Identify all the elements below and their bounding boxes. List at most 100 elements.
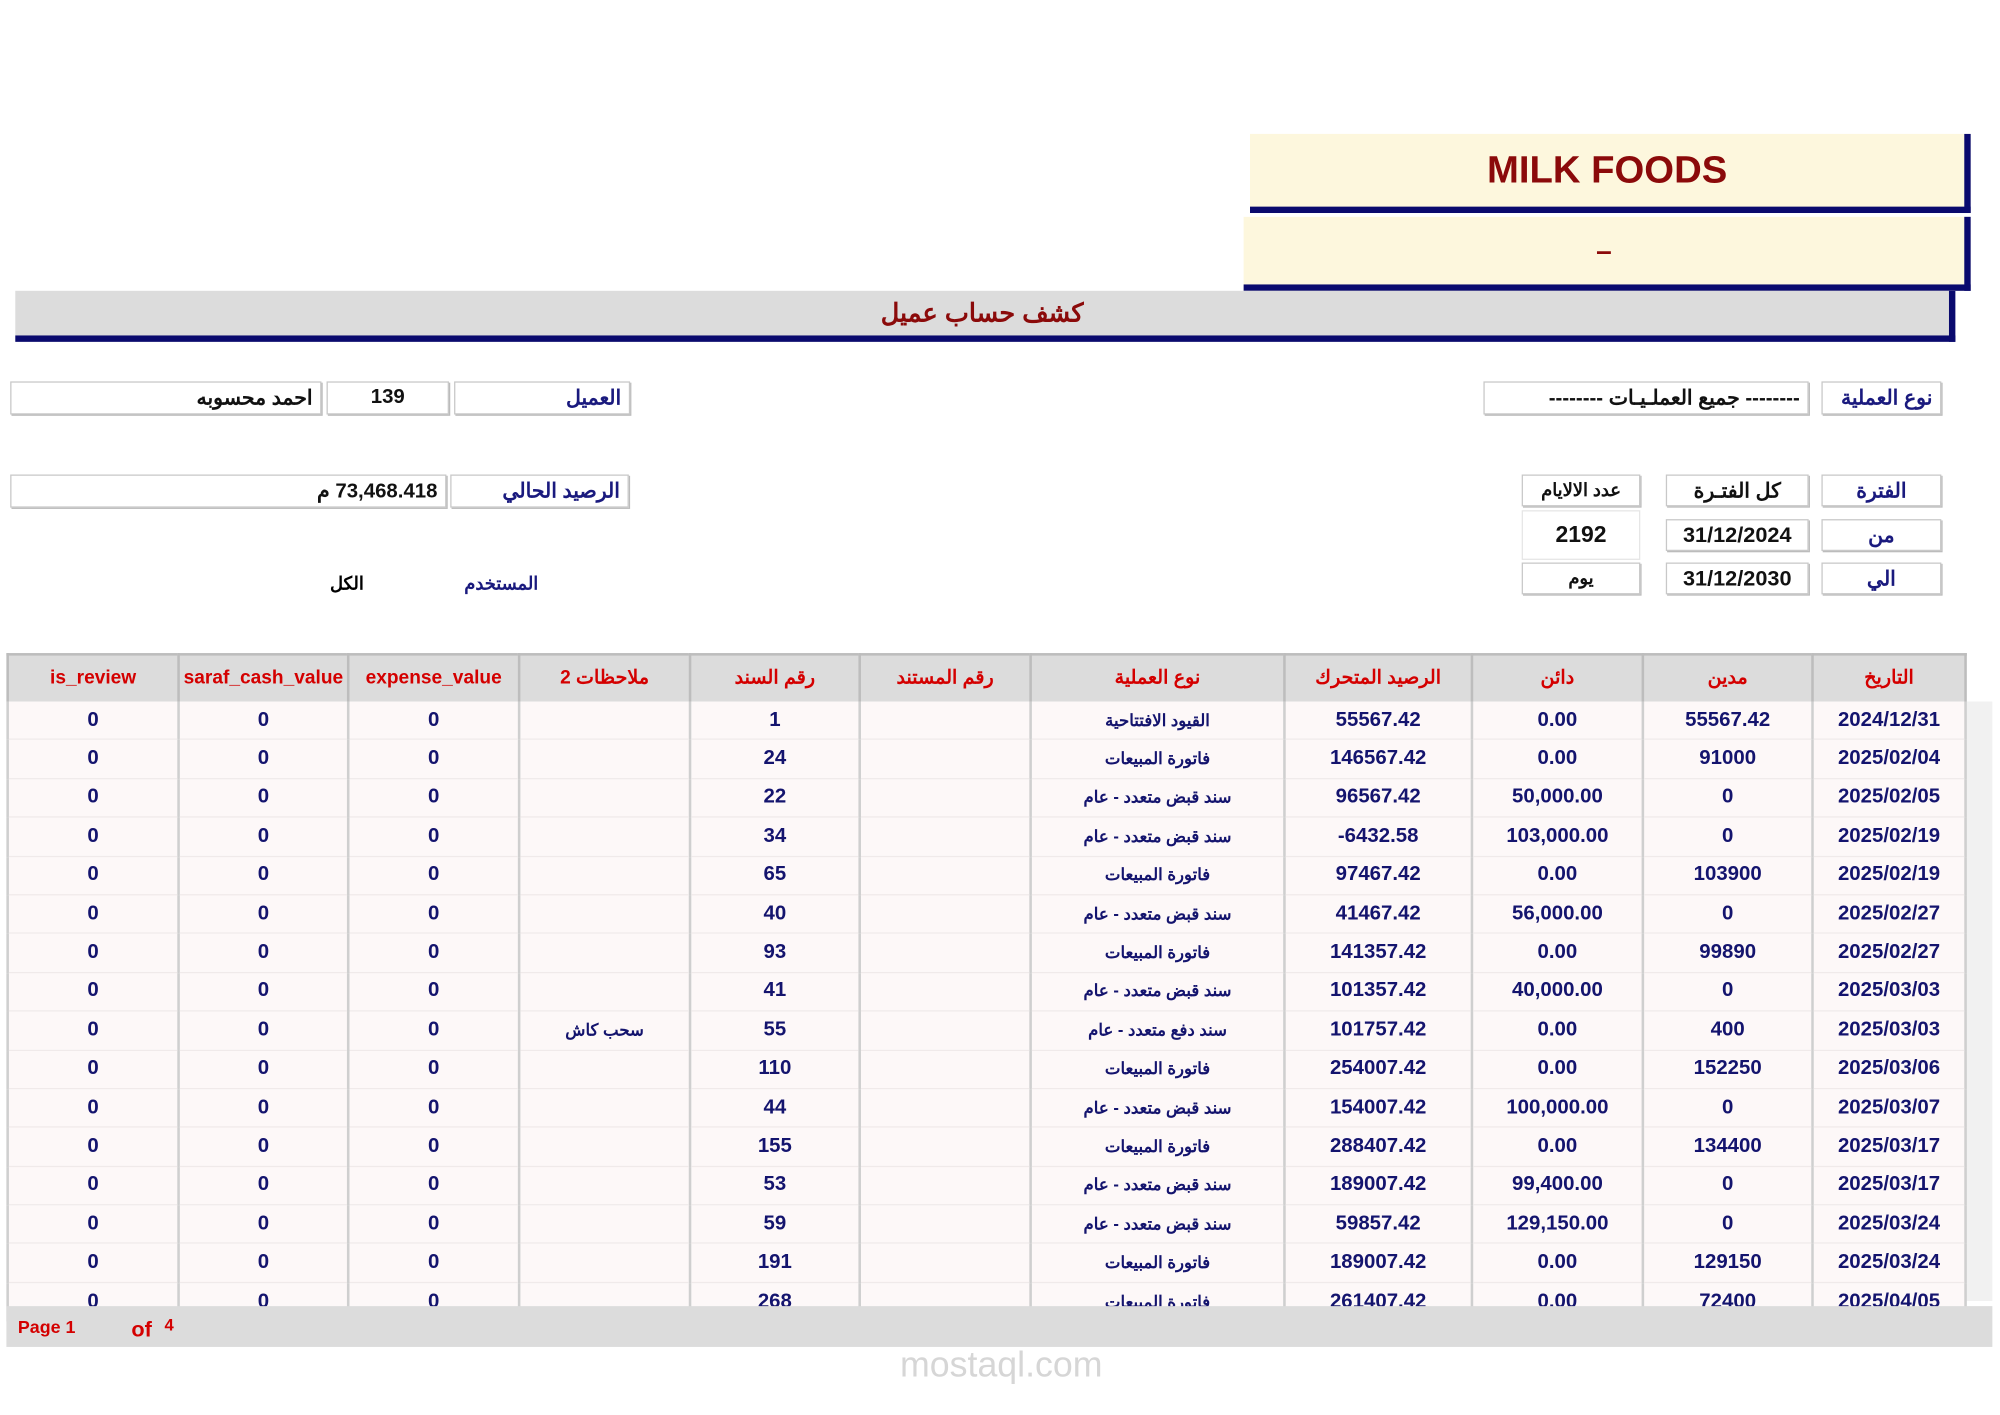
operation-type-label: نوع العملية bbox=[1821, 381, 1942, 415]
cell-running-balance: 97467.42 bbox=[1283, 855, 1474, 896]
report-title: كشف حساب عميل bbox=[15, 290, 1956, 342]
cell-date: 2025/02/27 bbox=[1811, 933, 1967, 973]
customer-name-field[interactable]: احمد محسوبه bbox=[10, 381, 322, 415]
from-date-field[interactable]: 31/12/2024 bbox=[1665, 519, 1809, 552]
table-row[interactable]: 2025/02/27 0 56,000.00 41467.42 سند قبض متعد… bbox=[6, 894, 1967, 935]
cell-credit: 40,000.00 bbox=[1470, 972, 1645, 1012]
customer-id-field[interactable]: 139 bbox=[326, 381, 449, 415]
days-count-value: 2192 bbox=[1521, 510, 1641, 560]
cell-is-review: 0 bbox=[6, 1049, 180, 1090]
table-row[interactable]: 2025/02/27 99890 0.00 141357.42 فاتورة المبي… bbox=[6, 933, 1967, 973]
cell-notes-2 bbox=[517, 1127, 692, 1167]
cell-credit: 0.00 bbox=[1470, 1011, 1645, 1051]
cell-expense-value: 0 bbox=[346, 894, 521, 935]
cell-debit: 134400 bbox=[1641, 1127, 1814, 1167]
cell-credit: 56,000.00 bbox=[1470, 894, 1645, 935]
cell-operation-type: سند قبض متعدد - عام bbox=[1029, 972, 1286, 1012]
cell-running-balance: 101757.42 bbox=[1283, 1011, 1474, 1051]
column-header-saraf-cash-value: saraf_cash_value bbox=[177, 653, 350, 702]
cell-running-balance: 189007.42 bbox=[1283, 1243, 1474, 1283]
cell-document-no bbox=[858, 778, 1032, 818]
cell-saraf-cash-value: 0 bbox=[177, 972, 350, 1012]
table-row[interactable]: 2025/03/24 129150 0.00 189007.42 فاتورة المب… bbox=[6, 1243, 1967, 1283]
cell-date: 2025/02/19 bbox=[1811, 817, 1967, 857]
cell-credit: 0.00 bbox=[1470, 1127, 1645, 1167]
period-label: الفترة bbox=[1821, 474, 1942, 507]
cell-running-balance: 59857.42 bbox=[1283, 1204, 1474, 1245]
operation-type-select[interactable]: -------- جميع العملـيـات -------- bbox=[1483, 381, 1809, 415]
table-row[interactable]: 2025/03/17 0 99,400.00 189007.42 سند قبض متع… bbox=[6, 1166, 1967, 1206]
table-row[interactable]: 2025/03/17 134400 0.00 288407.42 فاتورة المب… bbox=[6, 1127, 1967, 1167]
cell-operation-type: فاتورة المبيعات bbox=[1029, 1243, 1286, 1283]
cell-saraf-cash-value: 0 bbox=[177, 1049, 350, 1090]
cell-saraf-cash-value: 0 bbox=[177, 1127, 350, 1167]
cell-operation-type: سند قبض متعدد - عام bbox=[1029, 1204, 1286, 1245]
user-label: المستخدم bbox=[464, 572, 539, 594]
cell-notes-2: سحب كاش bbox=[517, 1011, 692, 1051]
cell-debit: 0 bbox=[1641, 817, 1814, 857]
cell-expense-value: 0 bbox=[346, 739, 521, 780]
cell-is-review: 0 bbox=[6, 701, 180, 741]
cell-credit: 0.00 bbox=[1470, 933, 1645, 973]
cell-is-review: 0 bbox=[6, 1243, 180, 1283]
cell-document-no bbox=[858, 933, 1032, 973]
days-unit: يوم bbox=[1521, 562, 1641, 595]
table-row[interactable]: 2024/12/31 55567.42 0.00 55567.42 القيود الا… bbox=[6, 701, 1967, 741]
column-header-notes-2: ملاحظات 2 bbox=[517, 653, 692, 702]
cell-expense-value: 0 bbox=[346, 933, 521, 973]
table-row[interactable]: 2025/03/24 0 129,150.00 59857.42 سند قبض متع… bbox=[6, 1204, 1967, 1245]
cell-notes-2 bbox=[517, 778, 692, 818]
cell-expense-value: 0 bbox=[346, 1204, 521, 1245]
cell-saraf-cash-value: 0 bbox=[177, 1011, 350, 1051]
total-pages: 4 bbox=[164, 1315, 174, 1335]
cell-saraf-cash-value: 0 bbox=[177, 894, 350, 935]
cell-expense-value: 0 bbox=[346, 701, 521, 741]
cell-running-balance: 96567.42 bbox=[1283, 778, 1474, 818]
company-name-header: MILK FOODS bbox=[1249, 133, 1971, 214]
cell-document-no bbox=[858, 1127, 1032, 1167]
cell-is-review: 0 bbox=[6, 1204, 180, 1245]
statement-table: التاريخ مدين دائن الرصيد المتحرك نوع العملية… bbox=[6, 653, 1967, 1322]
page-of-label: of bbox=[131, 1317, 152, 1342]
cell-is-review: 0 bbox=[6, 933, 180, 973]
company-subtitle: – bbox=[1243, 216, 1971, 291]
cell-debit: 55567.42 bbox=[1641, 701, 1814, 741]
to-date-field[interactable]: 31/12/2030 bbox=[1665, 562, 1809, 595]
cell-voucher-no: 41 bbox=[688, 972, 861, 1012]
table-row[interactable]: 2025/03/03 0 40,000.00 101357.42 سند قبض متع… bbox=[6, 972, 1967, 1012]
cell-saraf-cash-value: 0 bbox=[177, 739, 350, 780]
cell-debit: 0 bbox=[1641, 1088, 1814, 1128]
cell-debit: 0 bbox=[1641, 972, 1814, 1012]
cell-credit: 100,000.00 bbox=[1470, 1088, 1645, 1128]
cell-debit: 0 bbox=[1641, 894, 1814, 935]
table-row[interactable]: 2025/02/04 91000 0.00 146567.42 فاتورة المبي… bbox=[6, 739, 1967, 780]
period-select[interactable]: كل الفتـرة bbox=[1665, 474, 1809, 507]
cell-expense-value: 0 bbox=[346, 1011, 521, 1051]
cell-credit: 50,000.00 bbox=[1470, 778, 1645, 818]
table-row[interactable]: 2025/02/19 103900 0.00 97467.42 فاتورة المبي… bbox=[6, 855, 1967, 896]
cell-expense-value: 0 bbox=[346, 855, 521, 896]
cell-running-balance: 141357.42 bbox=[1283, 933, 1474, 973]
table-row[interactable]: 2025/03/06 152250 0.00 254007.42 فاتورة المب… bbox=[6, 1049, 1967, 1090]
cell-voucher-no: 24 bbox=[688, 739, 861, 780]
cell-voucher-no: 44 bbox=[688, 1088, 861, 1128]
table-row[interactable]: 2025/02/05 0 50,000.00 96567.42 سند قبض متعد… bbox=[6, 778, 1967, 818]
cell-document-no bbox=[858, 855, 1032, 896]
cell-running-balance: 6432.58- bbox=[1283, 817, 1474, 857]
cell-running-balance: 154007.42 bbox=[1283, 1088, 1474, 1128]
cell-operation-type: فاتورة المبيعات bbox=[1029, 933, 1286, 973]
cell-date: 2025/03/06 bbox=[1811, 1049, 1967, 1090]
cell-debit: 0 bbox=[1641, 1204, 1814, 1245]
cell-is-review: 0 bbox=[6, 972, 180, 1012]
watermark-site: mostaql.com bbox=[900, 1344, 1103, 1384]
cell-credit: 99,400.00 bbox=[1470, 1166, 1645, 1206]
table-row[interactable]: 2025/03/07 0 100,000.00 154007.42 سند قبض مت… bbox=[6, 1088, 1967, 1128]
cell-date: 2025/03/03 bbox=[1811, 1011, 1967, 1051]
cell-operation-type: القيود الافتتاحية bbox=[1029, 701, 1286, 741]
cell-debit: 103900 bbox=[1641, 855, 1814, 896]
table-row[interactable]: 2025/03/03 400 0.00 101757.42 سند دفع متعدد … bbox=[6, 1011, 1967, 1051]
cell-voucher-no: 59 bbox=[688, 1204, 861, 1245]
table-row[interactable]: 2025/02/19 0 103,000.00 6432.58- سند قبض متع… bbox=[6, 817, 1967, 857]
current-balance-value: 73,468.418 م bbox=[10, 474, 447, 508]
cell-credit: 0.00 bbox=[1470, 855, 1645, 896]
